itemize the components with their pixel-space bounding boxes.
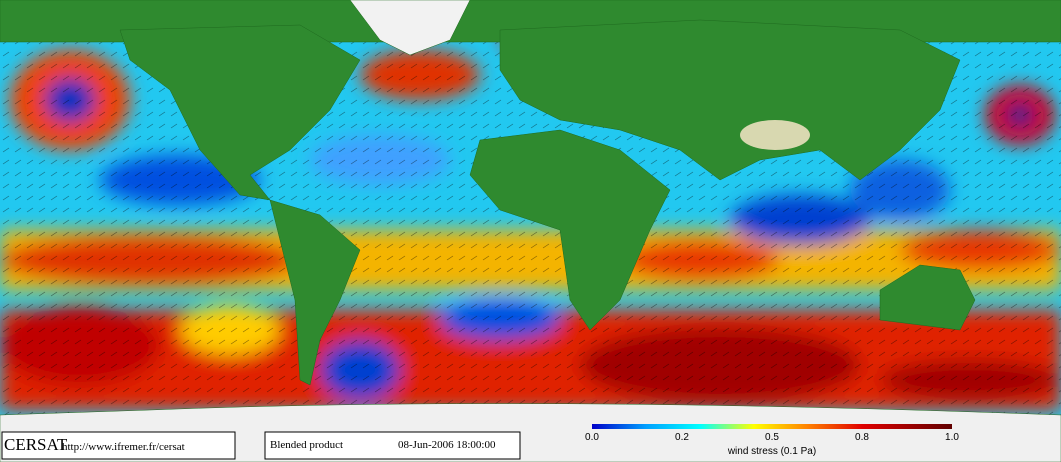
footer: CERSAT http://www.ifremer.fr/cersat Blen…	[1, 424, 952, 460]
colorbar	[592, 424, 952, 429]
colorbar-tick-label: 0.5	[765, 432, 779, 443]
product: Blended product	[270, 439, 343, 451]
logo: CERSAT	[4, 435, 68, 454]
datetime: 08-Jun-2006 18:00:00	[398, 439, 496, 451]
url: http://www.ifremer.fr/cersat	[62, 441, 185, 453]
colorbar-tick-label: 0.8	[855, 432, 869, 443]
colorbar-tick-label: 0.0	[585, 432, 599, 443]
colorbar-tick-label: 1.0	[945, 432, 959, 443]
colorbar-tick-label: 0.2	[675, 432, 689, 443]
product-box	[264, 431, 521, 460]
logo-box	[1, 431, 236, 460]
colorbar-label: wind stress (0.1 Pa)	[727, 446, 816, 457]
